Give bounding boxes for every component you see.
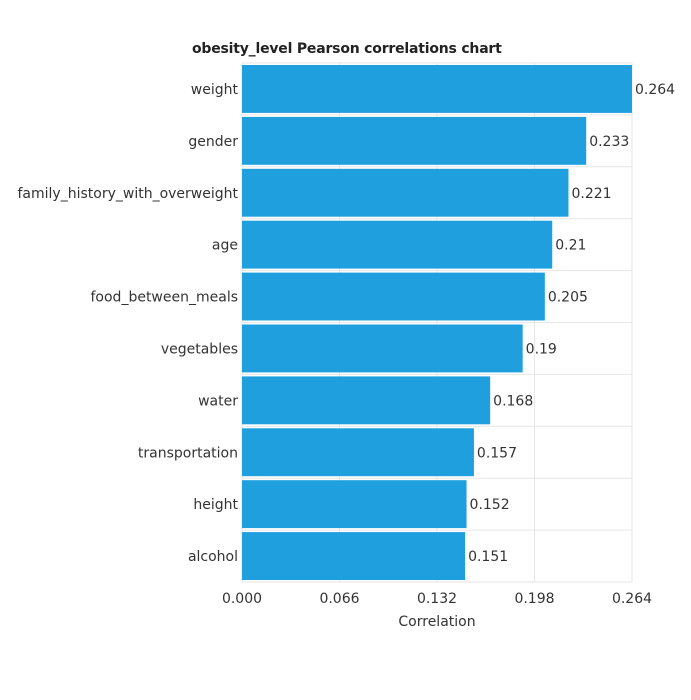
bar-value-label: 0.21 — [555, 238, 586, 254]
bar-value-label: 0.152 — [470, 497, 510, 513]
bar[interactable] — [242, 272, 545, 321]
axis-layer: weight gender family_history_with_overweig… — [18, 82, 653, 607]
bar-value-label: 0.19 — [526, 341, 557, 357]
bar[interactable] — [242, 376, 491, 425]
bar-value-label: 0.168 — [493, 393, 533, 409]
label-layer: 0.264 0.233 0.221 0.21 0.205 0.19 0.168 0.157 0.… — [468, 82, 675, 565]
bar-value-label: 0.205 — [548, 290, 588, 306]
x-tick-label: 0.264 — [612, 591, 652, 607]
bar-value-label: 0.221 — [571, 186, 611, 202]
category-tick-label: age — [212, 238, 238, 254]
bar[interactable] — [242, 116, 587, 165]
grid-layer — [241, 62, 633, 583]
bar-value-label: 0.264 — [635, 82, 675, 98]
bar-value-label: 0.233 — [589, 134, 629, 150]
category-tick-label: gender — [188, 134, 238, 150]
category-tick-label: vegetables — [161, 341, 238, 357]
bar-value-label: 0.151 — [468, 549, 508, 565]
bar[interactable] — [242, 220, 553, 269]
category-tick-label: transportation — [138, 445, 238, 461]
bar[interactable] — [242, 168, 569, 217]
x-tick-label: 0.132 — [417, 591, 457, 607]
x-tick-label: 0.066 — [319, 591, 359, 607]
category-tick-label: water — [198, 393, 238, 409]
bar[interactable] — [242, 428, 474, 477]
bar[interactable] — [242, 532, 466, 580]
bar[interactable] — [242, 480, 467, 529]
bar[interactable] — [242, 324, 523, 373]
category-tick-label: family_history_with_overweight — [18, 186, 239, 202]
x-tick-label: 0.198 — [514, 591, 554, 607]
bar[interactable] — [242, 65, 632, 113]
x-tick-label: 0.000 — [222, 591, 262, 607]
x-axis-title: Correlation — [398, 614, 475, 630]
category-tick-label: alcohol — [188, 549, 238, 565]
bar-value-label: 0.157 — [477, 445, 517, 461]
category-tick-label: height — [193, 497, 238, 513]
category-tick-label: food_between_meals — [91, 290, 239, 306]
bar-layer — [242, 65, 632, 580]
category-tick-label: weight — [191, 82, 239, 98]
chart-title: obesity_level Pearson correlations chart — [192, 41, 502, 57]
